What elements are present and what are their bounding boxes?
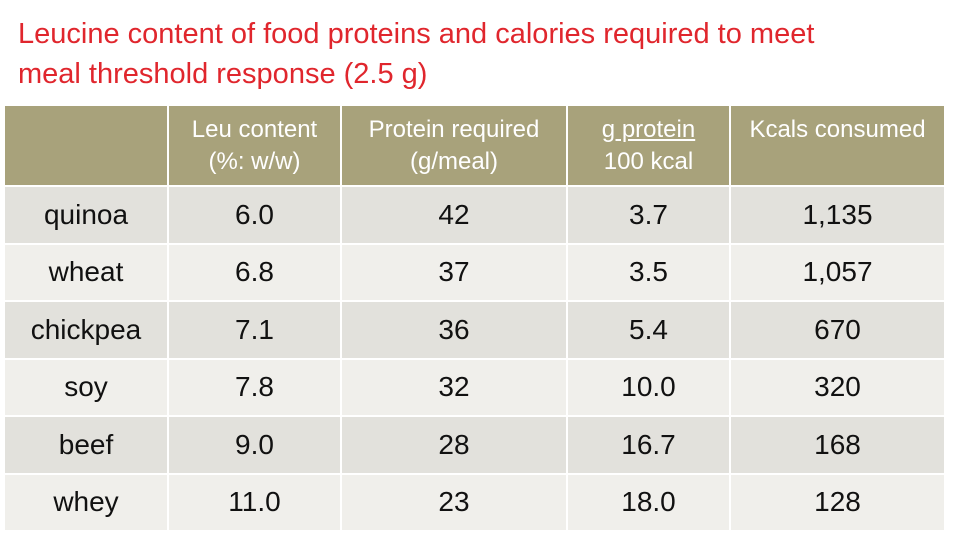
cell-food: soy — [3, 357, 169, 417]
title-line-1: Leucine content of food proteins and cal… — [18, 18, 815, 50]
slide-title: Leucine content of food proteins and cal… — [18, 14, 943, 94]
header-protein-required-line2: (g/meal) — [409, 148, 499, 175]
header-leu-content-line2: (%: w/w) — [208, 148, 301, 175]
header-g-protein-per-100kcal: g protein 100 kcal — [566, 104, 731, 187]
table-row: soy 7.8 32 10.0 320 — [3, 357, 946, 417]
cell-protein-required: 42 — [340, 185, 568, 245]
cell-leu-content: 9.0 — [167, 415, 342, 475]
title-line-2: meal threshold response (2.5 g) — [18, 58, 428, 90]
cell-g-protein: 3.5 — [566, 242, 731, 302]
header-g-protein-line1: g protein — [601, 116, 696, 143]
cell-g-protein: 3.7 — [566, 185, 731, 245]
cell-food: chickpea — [3, 300, 169, 360]
cell-protein-required: 23 — [340, 472, 568, 532]
cell-protein-required: 32 — [340, 357, 568, 417]
table-header-row: Leu content (%: w/w) Protein required (g… — [3, 104, 946, 187]
cell-protein-required: 37 — [340, 242, 568, 302]
cell-food: beef — [3, 415, 169, 475]
cell-kcals: 168 — [729, 415, 946, 475]
cell-g-protein: 5.4 — [566, 300, 731, 360]
table-row: beef 9.0 28 16.7 168 — [3, 415, 946, 475]
cell-leu-content: 7.1 — [167, 300, 342, 360]
header-g-protein-line2: 100 kcal — [603, 148, 694, 175]
header-kcals-consumed-line1: Kcals consumed — [749, 116, 926, 143]
table-row: wheat 6.8 37 3.5 1,057 — [3, 242, 946, 302]
cell-leu-content: 11.0 — [167, 472, 342, 532]
table-row: quinoa 6.0 42 3.7 1,135 — [3, 185, 946, 245]
cell-protein-required: 28 — [340, 415, 568, 475]
table-row: whey 11.0 23 18.0 128 — [3, 472, 946, 532]
header-leu-content: Leu content (%: w/w) — [167, 104, 342, 187]
header-food — [3, 104, 169, 187]
cell-food: quinoa — [3, 185, 169, 245]
header-leu-content-line1: Leu content — [191, 116, 318, 143]
cell-g-protein: 18.0 — [566, 472, 731, 532]
header-kcals-consumed: Kcals consumed — [729, 104, 946, 187]
cell-g-protein: 10.0 — [566, 357, 731, 417]
cell-protein-required: 36 — [340, 300, 568, 360]
cell-food: whey — [3, 472, 169, 532]
cell-kcals: 1,057 — [729, 242, 946, 302]
table-row: chickpea 7.1 36 5.4 670 — [3, 300, 946, 360]
leucine-table: Leu content (%: w/w) Protein required (g… — [3, 104, 946, 532]
cell-leu-content: 6.0 — [167, 185, 342, 245]
cell-kcals: 320 — [729, 357, 946, 417]
cell-food: wheat — [3, 242, 169, 302]
cell-leu-content: 7.8 — [167, 357, 342, 417]
cell-kcals: 1,135 — [729, 185, 946, 245]
cell-leu-content: 6.8 — [167, 242, 342, 302]
cell-kcals: 670 — [729, 300, 946, 360]
header-protein-required-line1: Protein required — [368, 116, 540, 143]
header-protein-required: Protein required (g/meal) — [340, 104, 568, 187]
cell-kcals: 128 — [729, 472, 946, 532]
cell-g-protein: 16.7 — [566, 415, 731, 475]
